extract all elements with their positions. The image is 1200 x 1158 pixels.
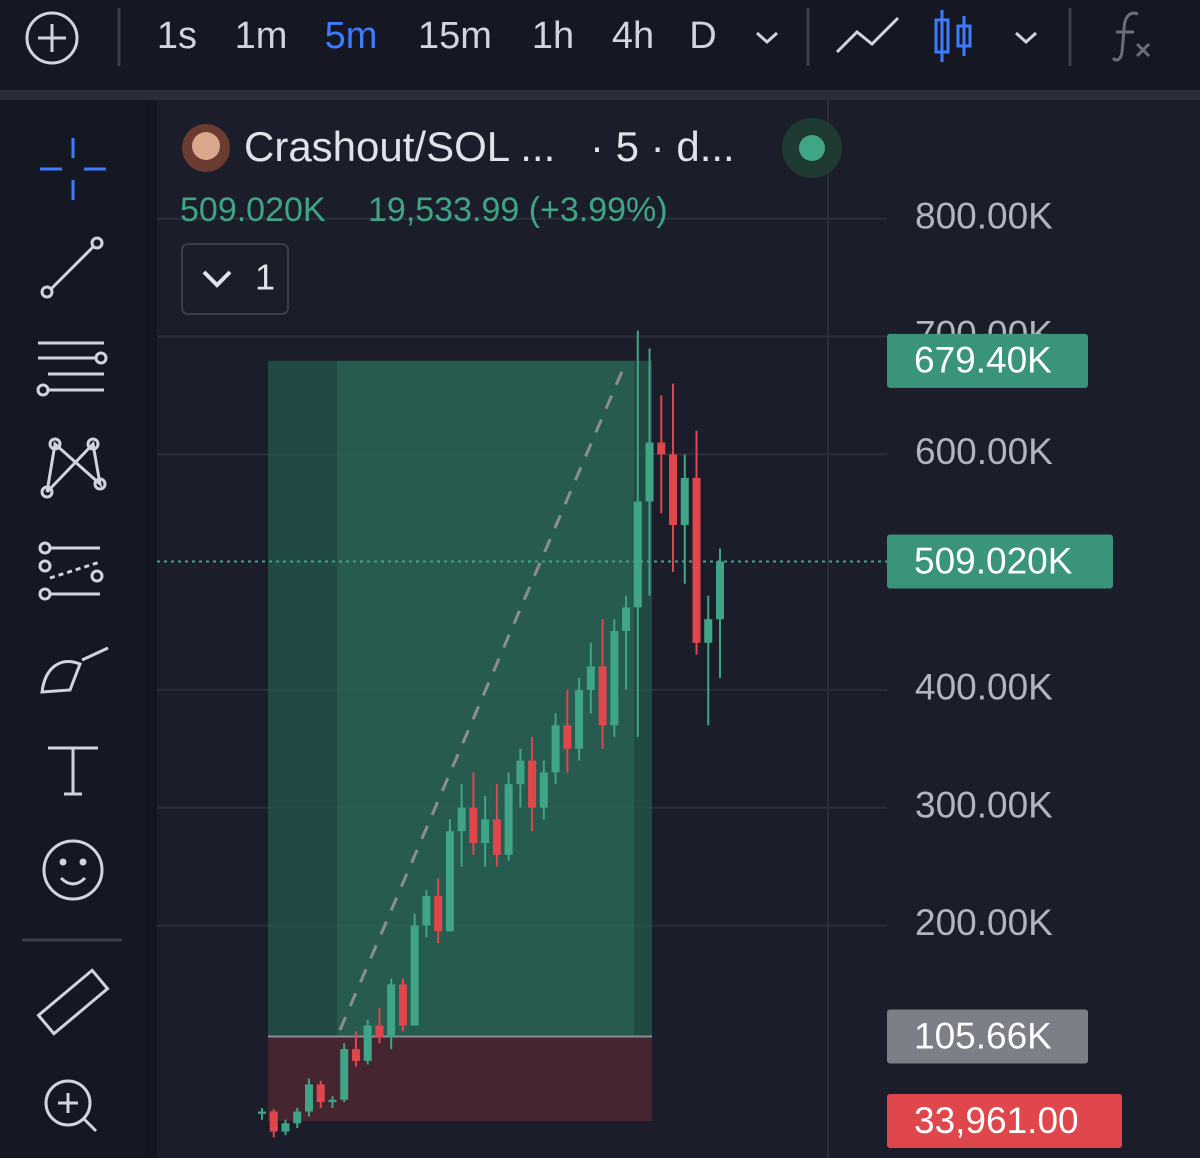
y-tick-label: 300.00K [915,784,1053,825]
candle-body [375,1025,384,1038]
candle-body [692,477,701,643]
candle-body [610,631,619,726]
candle-body [516,760,525,785]
timeframe[interactable]: 1h [532,15,574,57]
sidebar [0,100,145,1158]
add-button[interactable] [25,11,79,65]
candle-chart-button[interactable] [934,10,972,62]
token-avatar-face [192,132,220,160]
brush-tool[interactable] [40,646,109,694]
candle-body [304,1084,313,1112]
y-tick-label: 400.00K [915,667,1053,708]
timeframe-dropdown[interactable] [755,31,779,45]
timeframe[interactable]: D [689,15,716,57]
candle-body [598,666,607,726]
drawn-trend-line [338,361,628,1031]
candle-body [281,1123,290,1132]
candle-body [328,1099,337,1103]
price-badge [887,534,1113,589]
price-badge-label: 105.66K [914,1015,1052,1056]
legend-change: 19,533.99 (+3.99%) [368,191,668,229]
candle-body [551,725,560,773]
line-chart-button[interactable] [835,16,900,54]
crosshair-tool[interactable] [40,138,106,200]
candle-body [633,501,642,608]
candle-body [363,1025,372,1061]
emoji-tool[interactable] [42,839,104,901]
price-badge-label: 509.020K [914,540,1073,581]
timeframe[interactable]: 4h [612,15,654,57]
candle-body [669,454,678,525]
price-badge-label: 679.40K [914,340,1052,381]
zoom-tool[interactable] [44,1079,98,1133]
ruler-tool[interactable] [36,968,110,1036]
candle-body [680,477,689,525]
price-badge [887,1094,1122,1149]
candle-body [422,896,431,926]
candle-body [575,689,584,749]
candle-body [481,819,490,843]
indicator-count: 1 [255,257,275,298]
candle-body [387,984,396,1038]
indicators-button[interactable] [1111,11,1151,62]
chart-type-dropdown[interactable] [1014,31,1038,45]
candle-body [434,896,443,932]
symbol-title: Crashout/SOL ... [244,123,555,170]
price-badge-label: 33,961.00 [914,1100,1079,1141]
candle-body [316,1084,325,1103]
candle-body [410,925,419,1026]
candle-body [398,984,407,1026]
text-tool[interactable] [48,746,98,796]
candle-body [445,831,454,932]
timeframe-active[interactable]: 5m [325,15,378,57]
candle-body [340,1049,349,1100]
fib-tool[interactable] [36,341,108,397]
y-tick-label: 600.00K [915,431,1053,472]
indicator-toggle[interactable] [181,243,289,315]
loss-zone [268,1036,652,1122]
price-badge [887,333,1088,388]
timeframe[interactable]: 15m [418,15,492,57]
indicator-toggle-chevron[interactable] [202,270,232,288]
candle-body [563,725,572,749]
candle-body [351,1049,360,1061]
candle-body [293,1111,302,1124]
candle-body [469,807,478,843]
toolbar [0,0,1200,90]
price-badge [887,1009,1088,1064]
candle-body [492,819,501,855]
candle-body [269,1111,278,1132]
candle-body [457,807,466,832]
candle-body [539,772,548,808]
y-tick-label: 800.00K [915,196,1053,237]
candle-body [504,784,513,855]
candle-body [586,666,595,690]
candle-body [716,561,724,620]
candle-body [657,442,666,455]
y-tick-label: 200.00K [915,902,1053,943]
trendline-tool[interactable] [40,236,104,299]
timeframe[interactable]: 1m [235,15,288,57]
legend-price: 509.020K [180,191,326,229]
candle-body [622,607,631,631]
candle-body [704,619,713,643]
candle-body [258,1111,266,1114]
candle-body [528,760,537,808]
candle-body [645,442,654,502]
profit-zone-filled [337,360,634,1037]
symbol-interval: · 5 · d... [590,123,735,170]
timeframe[interactable]: 1s [157,15,197,57]
forecast-tool[interactable] [38,541,104,601]
pattern-tool[interactable] [40,437,107,499]
status-dot [799,135,825,161]
toolbar-border [0,90,1200,100]
